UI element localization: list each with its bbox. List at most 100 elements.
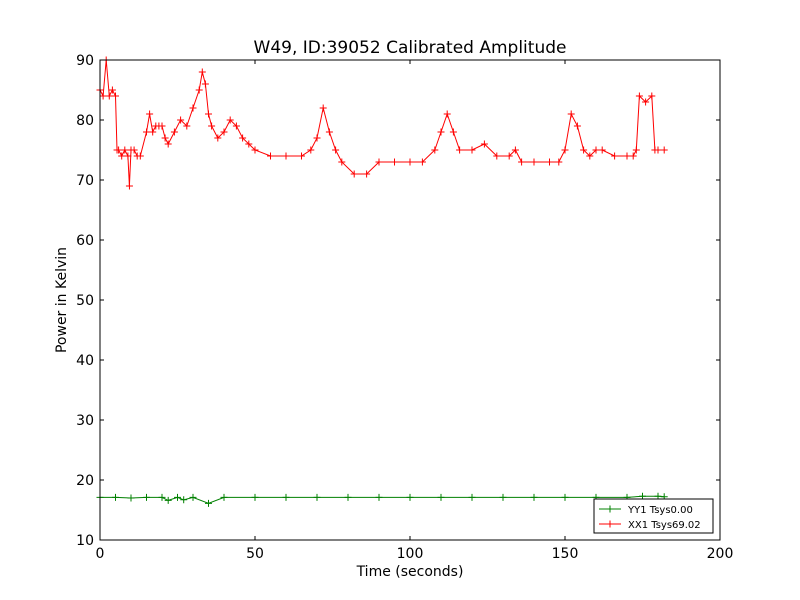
x-tick-label: 100 <box>397 546 424 562</box>
data-point-marker <box>121 146 129 154</box>
data-point-marker <box>660 146 668 154</box>
data-point-marker <box>313 493 321 501</box>
data-point-marker <box>220 493 228 501</box>
legend: YY1 Tsys0.00 XX1 Tsys69.02 <box>593 498 714 534</box>
data-point-marker <box>177 116 185 124</box>
x-axis-label: Time (seconds) <box>356 564 464 580</box>
legend-marker <box>606 520 614 528</box>
data-point-marker <box>449 128 457 136</box>
data-point-marker <box>118 152 126 160</box>
data-point-marker <box>161 134 169 142</box>
data-point-marker <box>319 104 327 112</box>
y-tick-label: 20 <box>76 473 94 489</box>
data-point-marker <box>567 110 575 118</box>
x-tick-label: 200 <box>707 546 734 562</box>
data-point-marker <box>611 152 619 160</box>
data-point-marker <box>127 494 135 502</box>
data-point-marker <box>632 146 640 154</box>
chart-title: W49, ID:39052 Calibrated Amplitude <box>254 38 567 58</box>
data-point-marker <box>183 122 191 130</box>
ticks-layer: 0 50 100 150 200 10 20 30 40 50 60 70 80 90 <box>76 53 733 562</box>
data-point-marker <box>406 158 414 166</box>
legend-label: YY1 Tsys0.00 <box>627 505 693 516</box>
data-point-marker <box>642 98 650 106</box>
data-point-marker <box>282 152 290 160</box>
data-point-marker <box>530 158 538 166</box>
data-point-marker <box>180 496 188 504</box>
data-point-marker <box>518 158 526 166</box>
data-point-marker <box>546 158 553 166</box>
y-tick-label: 80 <box>76 113 94 129</box>
data-point-marker <box>251 146 259 154</box>
legend-box <box>593 498 714 534</box>
data-point-marker <box>232 122 240 130</box>
data-point-marker <box>198 68 206 76</box>
data-point-marker <box>592 146 600 154</box>
x-tick-label: 150 <box>552 546 579 562</box>
data-point-marker <box>468 146 476 154</box>
data-point-marker <box>143 493 150 501</box>
data-point-marker <box>313 134 321 142</box>
data-point-marker <box>239 134 247 142</box>
data-point-marker <box>201 80 209 88</box>
y-tick-label: 70 <box>76 173 94 189</box>
data-point-marker <box>115 146 123 154</box>
data-point-marker <box>220 128 228 136</box>
legend-label: XX1 Tsys69.02 <box>628 520 701 531</box>
data-point-marker <box>325 128 333 136</box>
data-point-marker <box>146 110 154 118</box>
data-point-marker <box>598 146 606 154</box>
data-point-marker <box>208 122 216 130</box>
data-point-marker <box>505 152 513 160</box>
data-point-marker <box>174 493 181 501</box>
data-point-marker <box>391 158 398 166</box>
data-point-marker <box>136 152 144 160</box>
data-point-marker <box>375 493 383 501</box>
data-point-marker <box>158 493 166 501</box>
data-point-marker <box>251 493 259 501</box>
y-tick-label: 10 <box>76 533 94 549</box>
data-point-marker <box>214 134 222 142</box>
x-tick-label: 50 <box>246 546 264 562</box>
data-point-marker <box>555 158 563 166</box>
data-point-marker <box>164 496 172 504</box>
y-axis-label: Power in Kelvin <box>54 247 70 353</box>
data-point-marker <box>493 152 501 160</box>
data-point-marker <box>363 170 371 178</box>
data-point-marker <box>282 493 290 501</box>
data-point-marker <box>573 122 581 130</box>
data-point-marker <box>189 493 197 501</box>
data-point-marker <box>418 158 426 166</box>
data-point-marker <box>375 158 383 166</box>
data-point-marker <box>561 493 569 501</box>
y-tick-label: 30 <box>76 413 94 429</box>
data-point-marker <box>654 146 662 154</box>
data-point-marker <box>195 86 203 94</box>
series-1 <box>96 56 668 190</box>
data-point-marker <box>124 152 132 160</box>
data-point-marker <box>158 122 166 130</box>
data-point-marker <box>245 140 253 148</box>
data-point-marker <box>468 493 476 501</box>
data-point-marker <box>332 146 340 154</box>
data-point-marker <box>511 146 519 154</box>
data-point-marker <box>149 128 157 136</box>
data-point-marker <box>443 110 451 118</box>
data-point-marker <box>586 152 594 160</box>
data-point-marker <box>226 116 234 124</box>
data-point-marker <box>99 92 107 100</box>
data-point-marker <box>431 146 439 154</box>
data-point-marker <box>105 92 113 100</box>
data-point-marker <box>623 152 631 160</box>
y-tick-label: 90 <box>76 53 94 69</box>
data-point-marker <box>344 493 352 501</box>
data-point-marker <box>108 86 116 94</box>
data-point-marker <box>267 152 274 160</box>
data-point-marker <box>205 499 212 507</box>
data-point-marker <box>112 92 119 100</box>
data-point-marker <box>648 92 656 100</box>
data-point-marker <box>530 493 538 501</box>
data-point-marker <box>164 140 172 148</box>
x-tick-label: 0 <box>96 546 105 562</box>
